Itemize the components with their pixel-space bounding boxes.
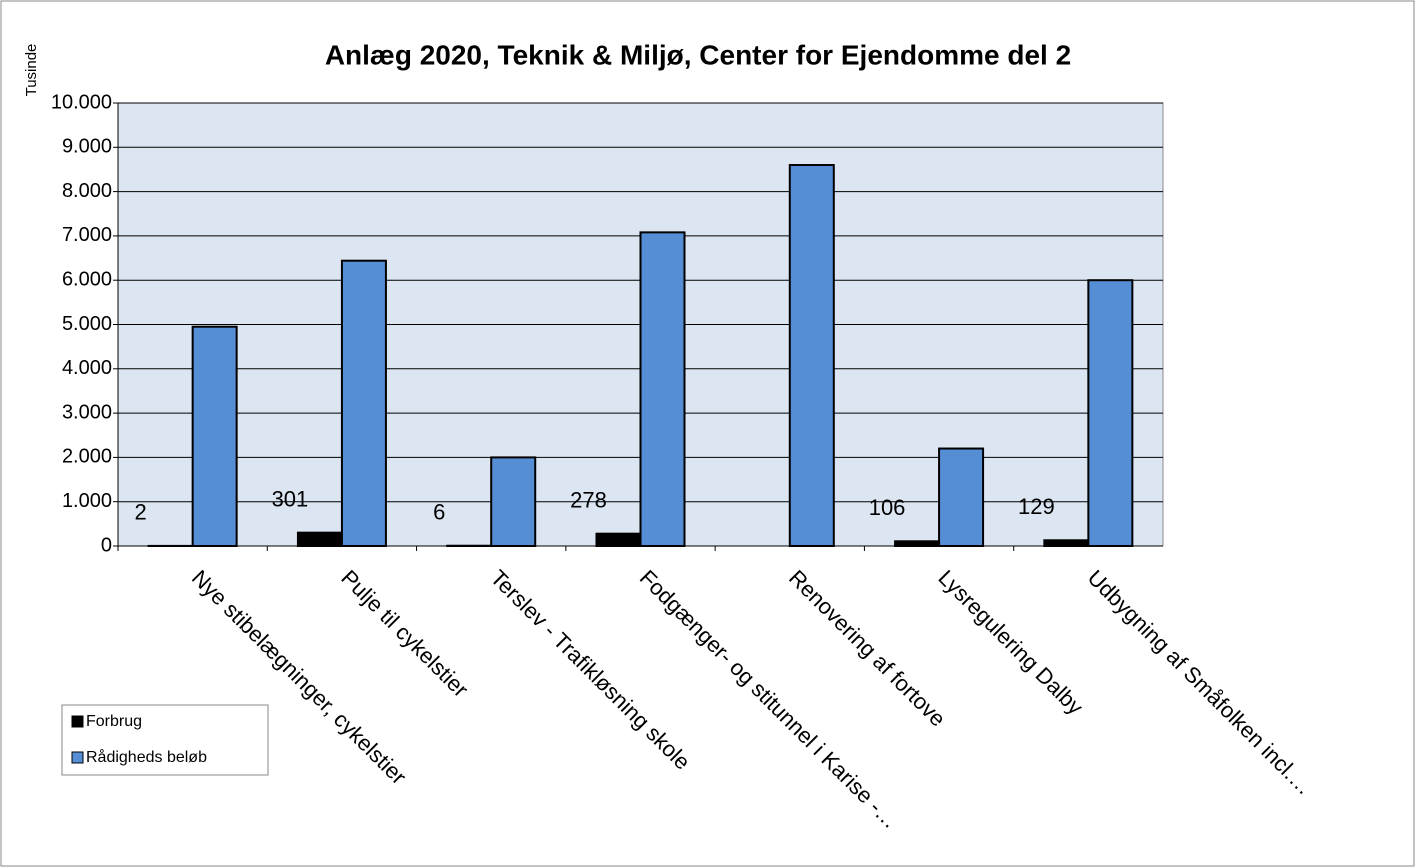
legend bbox=[61, 704, 269, 776]
y-tick-label: 3.000 bbox=[62, 401, 112, 423]
y-tick-label: 2.000 bbox=[62, 446, 112, 468]
legend-swatch bbox=[71, 715, 84, 728]
data-label: 301 bbox=[272, 486, 309, 511]
bar bbox=[340, 259, 387, 547]
chart-title: Anlæg 2020, Teknik & Miljø, Center for E… bbox=[325, 39, 1071, 70]
legend-label: Rådigheds beløb bbox=[86, 748, 207, 766]
data-label: 6 bbox=[433, 500, 445, 525]
data-label: 278 bbox=[570, 487, 607, 512]
bar bbox=[894, 540, 941, 547]
y-tick-label: 8.000 bbox=[62, 180, 112, 202]
y-tick-label: 0 bbox=[101, 534, 112, 556]
data-label: 129 bbox=[1018, 494, 1055, 519]
y-tick-label: 7.000 bbox=[62, 224, 112, 246]
y-tick-label: 5.000 bbox=[62, 313, 112, 335]
y-tick-label: 4.000 bbox=[62, 357, 112, 379]
legend-label: Forbrug bbox=[86, 713, 142, 730]
bar bbox=[938, 447, 985, 548]
bar bbox=[788, 164, 835, 548]
bar bbox=[296, 531, 343, 548]
bar bbox=[1043, 539, 1090, 547]
data-label: 106 bbox=[869, 495, 906, 520]
bar bbox=[639, 231, 686, 548]
y-tick-label: 10.000 bbox=[51, 91, 112, 113]
y-tick-label: 9.000 bbox=[62, 136, 112, 158]
legend-swatch bbox=[71, 751, 84, 764]
bar bbox=[595, 532, 642, 547]
data-label: 2 bbox=[135, 500, 147, 525]
bar bbox=[1087, 279, 1134, 547]
y-axis-label: Tusinde bbox=[23, 44, 40, 97]
y-tick-label: 6.000 bbox=[62, 268, 112, 290]
bar bbox=[191, 325, 238, 547]
bar bbox=[490, 456, 537, 547]
y-tick-label: 1.000 bbox=[62, 490, 112, 512]
